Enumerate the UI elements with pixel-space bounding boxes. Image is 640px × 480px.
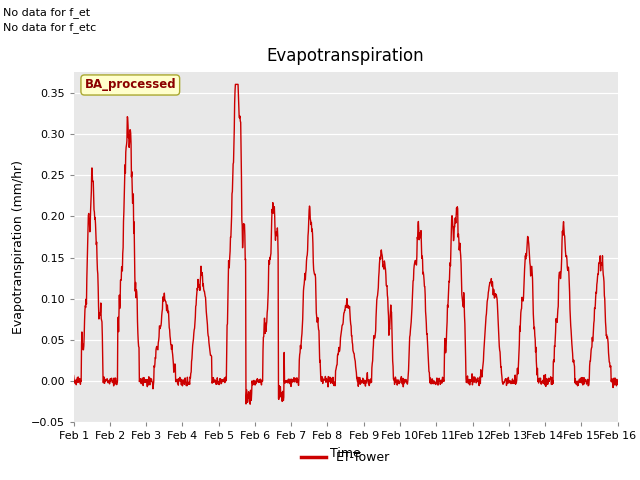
X-axis label: Time: Time xyxy=(330,447,361,460)
Text: No data for f_etc: No data for f_etc xyxy=(3,22,97,33)
Text: BA_processed: BA_processed xyxy=(84,79,176,92)
Legend: ET-Tower: ET-Tower xyxy=(296,446,396,469)
Text: No data for f_et: No data for f_et xyxy=(3,7,90,18)
Y-axis label: Evapotranspiration (mm/hr): Evapotranspiration (mm/hr) xyxy=(12,160,25,334)
Title: Evapotranspiration: Evapotranspiration xyxy=(267,47,424,65)
